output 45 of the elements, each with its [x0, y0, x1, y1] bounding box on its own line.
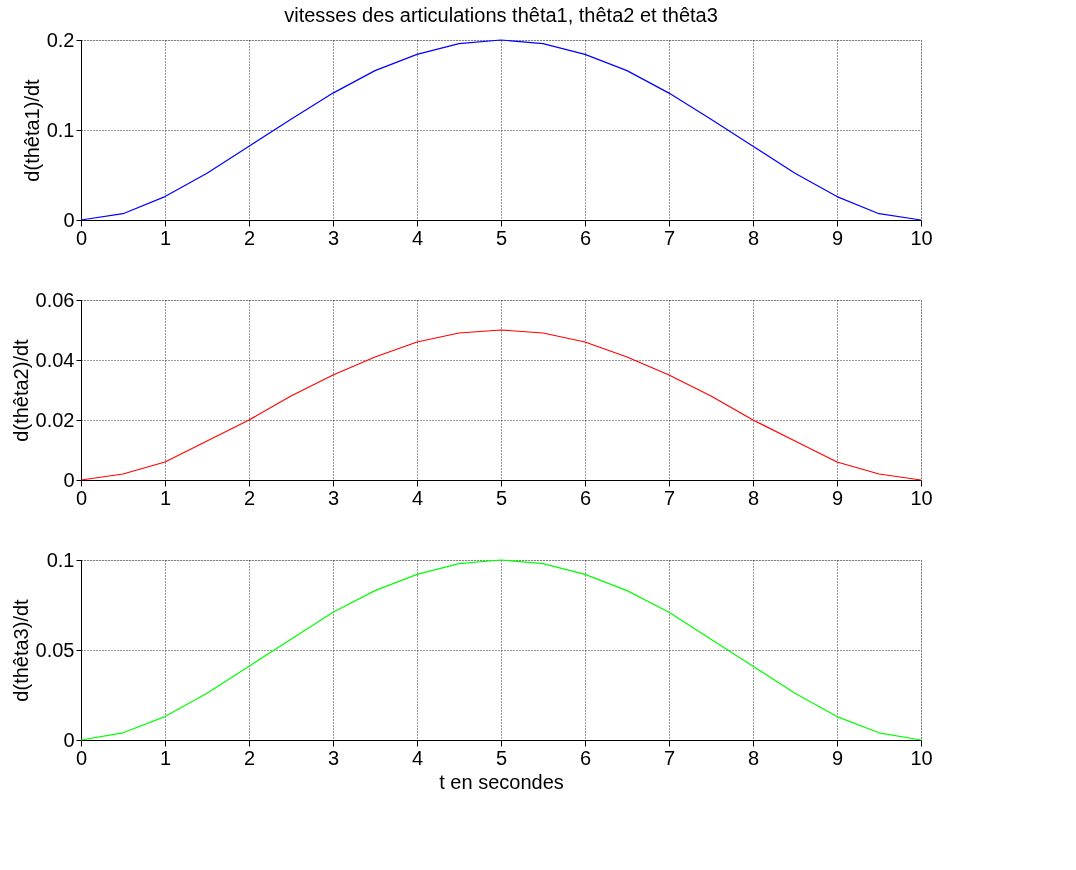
x-tick-label: 7: [663, 746, 676, 769]
x-tick-label: 1: [159, 486, 172, 509]
y-tick-label: 0: [63, 208, 75, 231]
y-tick-label: 0.05: [35, 638, 75, 661]
x-tick-label: 5: [495, 226, 508, 249]
x-tick-label: 3: [327, 226, 340, 249]
x-tick-label: 3: [327, 486, 340, 509]
x-tick-label: 3: [327, 746, 340, 769]
x-tick-label: 7: [663, 226, 676, 249]
x-tick-label: 4: [411, 486, 424, 509]
x-tick-label: 5: [495, 486, 508, 509]
y-axis-title: d(thêta1)/dt: [20, 78, 43, 182]
x-tick-label: 2: [243, 486, 256, 509]
x-tick-label: 4: [411, 746, 424, 769]
x-tick-label: 9: [831, 226, 844, 249]
y-axis-title: d(thêta3)/dt: [9, 598, 32, 702]
x-tick-label: 6: [579, 746, 592, 769]
x-tick-label: 1: [159, 226, 172, 249]
x-tick-label: 8: [747, 226, 760, 249]
y-tick-label: 0: [63, 728, 75, 751]
x-tick-label: 10: [910, 746, 933, 769]
y-tick-label: 0.04: [35, 348, 75, 371]
y-tick-label: 0.1: [46, 548, 75, 571]
x-axis-title: t en secondes: [439, 770, 564, 793]
y-tick-label: 0.06: [35, 288, 75, 311]
x-tick-label: 6: [579, 226, 592, 249]
x-tick-label: 1: [159, 746, 172, 769]
x-tick-label: 6: [579, 486, 592, 509]
x-tick-label: 9: [831, 746, 844, 769]
x-tick-label: 2: [243, 226, 256, 249]
x-tick-label: 7: [663, 486, 676, 509]
chart-title: vitesses des articulations thêta1, thêta2 et thêta3: [284, 4, 718, 26]
y-tick-label: 0.02: [35, 408, 75, 431]
x-tick-label: 8: [747, 746, 760, 769]
y-tick-label: 0.1: [46, 118, 75, 141]
x-tick-label: 9: [831, 486, 844, 509]
y-tick-label: 0.2: [46, 28, 75, 51]
x-tick-label: 5: [495, 746, 508, 769]
x-tick-label: 10: [910, 226, 933, 249]
y-axis-title: d(thêta2)/dt: [9, 338, 32, 442]
x-tick-label: 8: [747, 486, 760, 509]
y-tick-label: 0: [63, 468, 75, 491]
x-tick-label: 10: [910, 486, 933, 509]
x-tick-label: 2: [243, 746, 256, 769]
x-tick-label: 4: [411, 226, 424, 249]
